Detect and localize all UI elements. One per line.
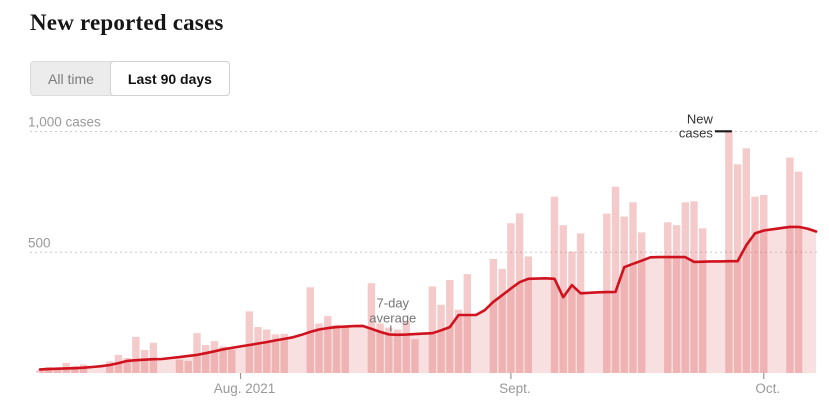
case-bar[interactable] [263, 329, 271, 374]
seven-day-average-annotation: 7-day [377, 295, 410, 310]
case-bar[interactable] [699, 228, 707, 373]
case-bar[interactable] [324, 316, 332, 373]
case-bar[interactable] [376, 323, 384, 374]
case-bar[interactable] [620, 216, 628, 374]
case-bar[interactable] [672, 225, 681, 373]
y-axis-label-500: 500 [28, 235, 51, 250]
case-bar[interactable] [210, 341, 219, 373]
x-axis-label: Oct. [755, 381, 780, 396]
x-axis-label: Aug. 2021 [214, 381, 276, 396]
case-bar[interactable] [690, 201, 698, 373]
page-title: New reported cases [30, 10, 224, 35]
case-bar[interactable] [132, 336, 140, 373]
case-bar[interactable] [184, 360, 192, 373]
case-bar[interactable] [385, 327, 393, 373]
case-bar[interactable] [725, 130, 733, 373]
case-bar[interactable] [498, 268, 506, 373]
case-bar[interactable] [733, 164, 742, 373]
case-bar[interactable] [315, 323, 323, 374]
case-bar[interactable] [106, 361, 114, 373]
case-bar[interactable] [245, 311, 253, 373]
case-bar[interactable] [576, 233, 585, 373]
case-bar[interactable] [193, 333, 201, 373]
time-range-toggle: All time Last 90 days [30, 61, 230, 96]
case-bar[interactable] [280, 333, 288, 373]
seven-day-average-area [40, 226, 817, 373]
cases-chart: 1,000 cases 500 Aug. 2021 Sept. Oct. 7-day ave… [0, 105, 829, 401]
case-bar[interactable] [794, 171, 803, 373]
case-bar[interactable] [341, 326, 349, 373]
y-axis-label-1000: 1,000 cases [28, 115, 101, 130]
case-bar[interactable] [53, 368, 62, 373]
case-bar[interactable] [411, 339, 419, 373]
chart-svg: 1,000 cases 500 Aug. 2021 Sept. Oct. 7-dayave… [28, 111, 820, 396]
case-bar[interactable] [550, 196, 559, 373]
case-bar[interactable] [454, 309, 463, 373]
case-bar[interactable] [507, 223, 515, 373]
case-bar[interactable] [306, 287, 314, 373]
case-bar[interactable] [786, 157, 794, 373]
case-bar[interactable] [524, 256, 532, 373]
case-bar[interactable] [751, 196, 759, 373]
new-cases-annotation: cases [679, 125, 713, 140]
case-bar[interactable] [393, 329, 402, 374]
case-bar[interactable] [629, 202, 637, 373]
case-bar[interactable] [664, 222, 672, 373]
case-bar[interactable] [463, 274, 471, 373]
case-bar[interactable] [332, 324, 341, 373]
case-bar[interactable] [254, 327, 262, 373]
case-bar[interactable] [568, 251, 576, 374]
case-bar[interactable] [123, 358, 131, 373]
case-bar[interactable] [515, 213, 524, 373]
case-bar[interactable] [202, 345, 210, 373]
case-bar[interactable] [428, 286, 437, 374]
toggle-last-90-days[interactable]: Last 90 days [109, 61, 230, 96]
case-bar[interactable] [489, 259, 498, 373]
case-bar[interactable] [559, 225, 567, 373]
case-bar[interactable] [760, 195, 768, 373]
case-bar[interactable] [219, 346, 227, 373]
case-bar[interactable] [638, 232, 646, 373]
x-axis-label: Sept. [499, 381, 531, 396]
case-bar[interactable] [271, 334, 280, 373]
case-bar[interactable] [611, 186, 620, 373]
case-bar[interactable] [36, 370, 44, 373]
seven-day-average-annotation: average [369, 310, 416, 325]
new-cases-annotation: New [687, 111, 714, 126]
case-bar[interactable] [437, 304, 445, 373]
toggle-all-time[interactable]: All time [31, 62, 111, 95]
case-bar[interactable] [742, 148, 750, 373]
seven-day-average-line [38, 225, 818, 371]
case-bar[interactable] [402, 321, 410, 373]
case-bar[interactable] [140, 350, 149, 373]
case-bar[interactable] [175, 359, 184, 373]
case-bar[interactable] [228, 349, 236, 373]
case-bar[interactable] [681, 202, 689, 373]
